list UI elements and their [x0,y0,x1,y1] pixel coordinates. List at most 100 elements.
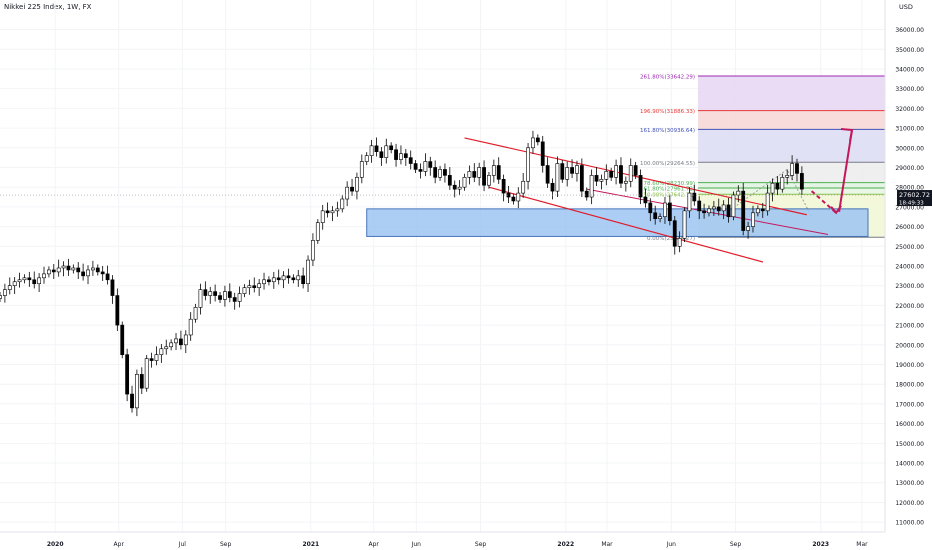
candle [760,202,765,218]
y-tick-label: 15000.00 [895,441,924,448]
candle [658,213,662,223]
candle-body [775,182,780,190]
candle [721,200,726,220]
candle-body [227,291,232,298]
candle [741,182,746,236]
candle [423,153,428,177]
support-zone-rect[interactable] [366,208,869,237]
candle [193,303,198,323]
candle-body [389,145,394,151]
candle-body [638,175,643,198]
candle-body [276,277,281,281]
candle [521,172,526,198]
x-tick-label: Jul [178,541,187,548]
candle [325,202,330,218]
y-tick-label: 17000.00 [895,401,924,408]
support-zone[interactable] [366,208,869,237]
candle-body [61,265,66,269]
candle [86,265,90,285]
candle [648,198,653,222]
candle [638,169,643,205]
candle-body [247,285,252,288]
fib-band [698,182,885,188]
candle [755,205,760,217]
candle-body [81,271,86,277]
candle [672,215,677,255]
fib-level-label: 0.00%(25458.27) [647,236,695,242]
candle-body [609,171,614,178]
y-tick-label: 36000.00 [895,27,924,34]
y-tick-label: 33000.00 [895,86,924,93]
candle [619,157,623,188]
candle-body [472,171,477,178]
candle [296,269,301,287]
candle [105,265,110,285]
candle-body [232,297,237,302]
candle-body [623,180,628,184]
candle-body [452,184,457,190]
candle [438,165,442,181]
x-tick-label: Sep [730,541,742,548]
candle-body [697,200,702,212]
candle [731,191,736,221]
candle [389,142,394,154]
candle-body [443,169,447,176]
y-axis[interactable]: USD 11000.00 12000.00 13000.00 14000.00 15000… [884,0,932,532]
projection-arrows[interactable] [810,128,854,215]
candle [95,264,100,276]
candle-body [237,293,242,302]
candle-body [565,167,570,180]
candle-body [413,163,418,170]
candle [198,283,203,315]
candle [663,197,667,224]
candle [7,277,12,295]
up-arrow-line[interactable] [838,129,853,212]
y-tick-label: 34000.00 [895,66,924,73]
candle-body [663,202,667,218]
candle-body [741,190,746,231]
candle [457,180,462,196]
fib-level-label: 50.00%(27642.71) [643,193,695,199]
candle-body [584,190,589,198]
candle [545,157,550,188]
candle [271,271,276,289]
down-arrow-line[interactable] [810,190,837,214]
y-tick-label: 35000.00 [895,47,924,54]
x-tick-label: 2021 [302,541,319,548]
current-price-label: 27602.72 [899,191,930,199]
x-tick-label: Sep [220,541,232,548]
candle-body [643,196,648,204]
candle-body [653,212,658,220]
candle-body [169,342,174,348]
channel-lower-line[interactable] [488,186,764,263]
candle-body [364,155,369,162]
candle [765,184,770,216]
candle [452,180,457,198]
candle-body [560,163,565,180]
candle [203,281,208,301]
y-tick-label: 20000.00 [895,342,924,349]
candle [130,385,134,413]
candle-body [139,374,144,389]
candle-body [130,393,134,409]
x-axis[interactable]: 2020 Apr Jul Sep 2021 Apr Jun Sep 2022 Mar Jun Sep 2… [0,531,885,548]
y-tick-label: 12000.00 [895,500,924,507]
candle-body [291,277,296,281]
candle-body [2,289,7,296]
candle [174,332,178,350]
candle [682,207,687,242]
candle-body [213,291,218,296]
candle-body [188,318,193,336]
candle [604,164,609,186]
candle [306,255,310,293]
y-tick-label: 19000.00 [895,362,924,369]
candle-body [125,354,130,395]
candle [628,158,633,188]
candle-body [682,210,687,239]
candle-body [135,374,139,409]
candle-body [433,167,438,178]
candle [17,272,22,288]
candle-body [658,216,662,220]
candle-body [482,167,486,186]
